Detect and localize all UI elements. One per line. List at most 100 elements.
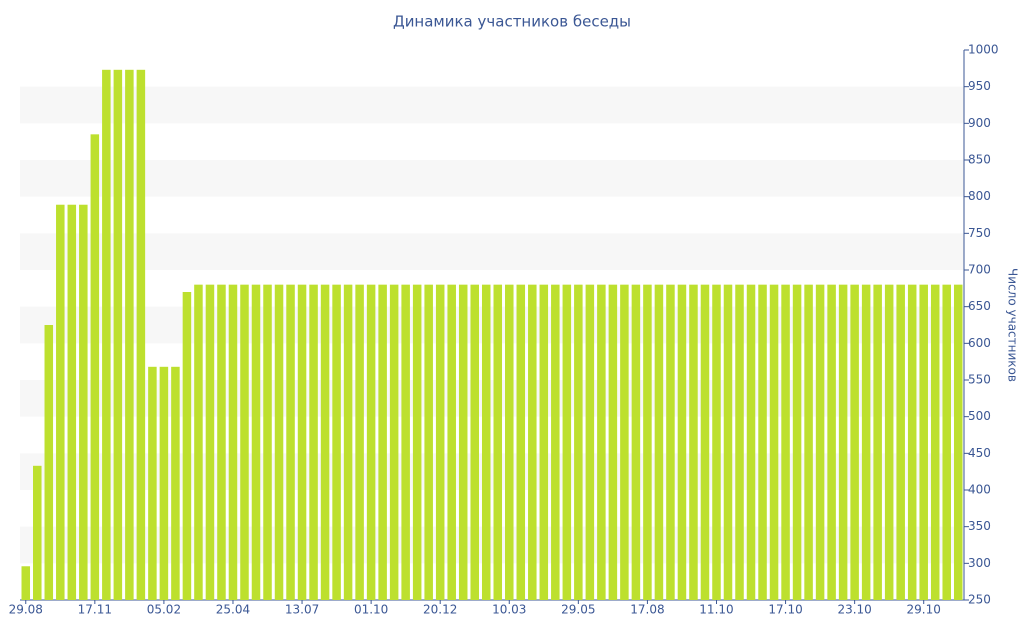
bar — [528, 284, 537, 600]
bar — [389, 284, 399, 600]
bar — [758, 284, 767, 600]
bar — [378, 284, 387, 600]
y-tick-label: 500 — [968, 409, 991, 423]
bar — [850, 284, 859, 600]
bar — [631, 284, 641, 600]
chart-title: Динамика участников беседы — [393, 13, 631, 31]
bar — [861, 284, 871, 600]
bar — [355, 284, 364, 600]
bar — [735, 284, 744, 600]
x-tick-label: 25.04 — [216, 603, 250, 617]
bar — [953, 284, 963, 600]
x-tick-label: 01.10 — [354, 603, 388, 617]
bar — [539, 284, 549, 600]
bar — [700, 284, 710, 600]
bar — [309, 284, 318, 600]
bar — [551, 284, 560, 600]
x-tick-label: 10.03 — [492, 603, 526, 617]
bar — [332, 284, 341, 600]
bar — [401, 284, 410, 600]
bar — [827, 284, 836, 600]
y-tick-label: 550 — [968, 373, 991, 387]
bar — [90, 134, 100, 601]
grid-band — [20, 160, 964, 197]
y-tick-label: 900 — [968, 116, 991, 130]
bar — [493, 284, 503, 600]
bar — [574, 284, 583, 600]
x-tick-label: 13.07 — [285, 603, 319, 617]
bar — [125, 69, 134, 601]
bar — [712, 284, 721, 600]
bar — [412, 284, 422, 600]
y-tick-label: 700 — [968, 263, 991, 277]
y-tick-label: 250 — [968, 593, 991, 607]
bar — [597, 284, 606, 600]
bar — [884, 284, 894, 600]
bar — [896, 284, 905, 600]
bar — [343, 284, 353, 600]
bar — [205, 284, 215, 600]
bar — [873, 284, 882, 600]
bar — [481, 284, 491, 600]
bar — [562, 284, 572, 600]
y-tick-label: 350 — [968, 519, 991, 533]
y-tick-label: 400 — [968, 483, 991, 497]
bar — [769, 284, 779, 600]
bar — [516, 284, 526, 600]
bar — [458, 284, 468, 600]
bar — [804, 284, 813, 600]
bar — [838, 284, 848, 600]
y-tick-label: 800 — [968, 189, 991, 203]
bar — [792, 284, 802, 600]
y-tick-label: 1000 — [968, 43, 999, 57]
grid-band — [20, 233, 964, 270]
bar — [781, 284, 790, 600]
bar — [689, 284, 698, 600]
bar — [228, 284, 238, 600]
bar — [102, 69, 111, 601]
bar — [263, 284, 272, 600]
bar — [159, 366, 169, 600]
x-tick-label: 05.02 — [147, 603, 181, 617]
y-tick-label: 850 — [968, 153, 991, 167]
y-tick-label: 750 — [968, 226, 991, 240]
x-tick-label: 29.08 — [9, 603, 43, 617]
grid-band — [20, 86, 964, 124]
bar — [56, 204, 65, 600]
bar — [194, 284, 203, 600]
bar — [182, 292, 192, 600]
bar — [148, 366, 157, 600]
bar — [44, 325, 54, 600]
bar — [79, 204, 88, 600]
x-tick-label: 29.10 — [907, 603, 941, 617]
x-tick-label: 17.10 — [768, 603, 802, 617]
bar — [643, 284, 652, 600]
bar — [620, 284, 629, 600]
bar — [217, 284, 226, 600]
bar — [424, 284, 433, 600]
bar — [907, 284, 917, 600]
y-tick-label: 600 — [968, 336, 991, 350]
bar — [366, 284, 376, 600]
y-axis-label: Число участников — [1006, 268, 1020, 382]
bar — [171, 366, 180, 600]
bar — [654, 284, 664, 600]
bar — [447, 284, 456, 600]
bar — [21, 566, 31, 600]
bar — [67, 204, 77, 600]
y-tick-label: 300 — [968, 556, 991, 570]
bar — [942, 284, 951, 600]
bar — [240, 284, 249, 600]
bar — [930, 284, 940, 600]
bar — [666, 284, 675, 600]
y-tick-label: 650 — [968, 299, 991, 313]
x-tick-label: 20.12 — [423, 603, 457, 617]
bar — [33, 465, 42, 600]
bar — [585, 284, 595, 600]
bar — [746, 284, 756, 600]
bar — [320, 284, 330, 600]
x-tick-label: 11.10 — [699, 603, 733, 617]
y-tick-label: 450 — [968, 446, 991, 460]
bar — [608, 284, 618, 600]
